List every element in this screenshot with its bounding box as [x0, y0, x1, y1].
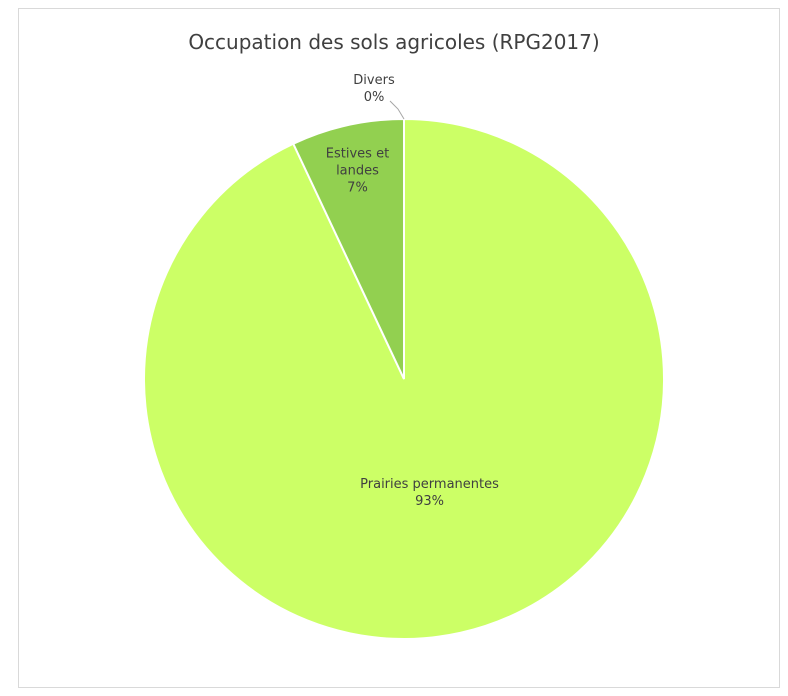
data-label: Prairies permanentes 93% [350, 476, 510, 510]
data-label-name: Estives et landes [325, 146, 390, 179]
data-label-value: 93% [415, 494, 444, 510]
data-label-name: Prairies permanentes [360, 477, 499, 493]
chart-title: Occupation des sols agricoles (RPG2017) [188, 30, 600, 54]
data-label: Divers 0% [344, 72, 404, 106]
data-label-value: 0% [363, 90, 385, 105]
data-label-name: Divers [353, 73, 395, 88]
pie-slice [291, 117, 405, 380]
leader-line [389, 100, 405, 120]
data-label: Estives et landes 7% [317, 145, 397, 196]
data-label-value: 7% [347, 180, 368, 196]
chart-frame [18, 8, 780, 688]
